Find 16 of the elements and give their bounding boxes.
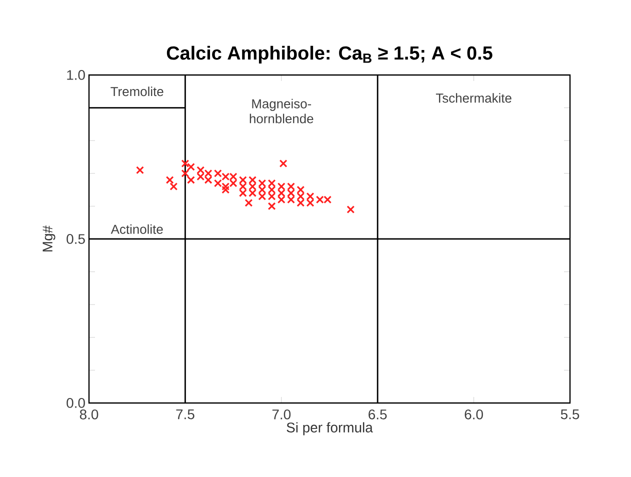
y-axis-title: Mg#: [42, 225, 56, 252]
x-tick-label: 6.0: [464, 409, 483, 420]
x-tick-label: 6.5: [368, 409, 387, 420]
x-tick-label: 8.0: [80, 409, 98, 420]
annotation: Magneiso- hornblende: [250, 98, 314, 124]
x-tick-label: 5.5: [560, 410, 580, 420]
x-tick-label: 7.5: [176, 410, 194, 420]
y-tick-label: 0.5: [66, 234, 85, 244]
chart-title: Calcic Amphibole: Ca$_{B}$ ≥ 1.5; A < 0.5: [166, 46, 492, 64]
annotation: Tschermakite: [436, 93, 512, 103]
annotation: Actinolite: [110, 224, 163, 234]
y-tick-label: 0.0: [66, 398, 85, 408]
y-tick-label: 1.0: [67, 70, 85, 80]
x-tick-label: 7.0: [272, 409, 291, 420]
x-axis-title: Si per formula: [286, 422, 373, 436]
annotation: Tremolite: [110, 86, 164, 96]
